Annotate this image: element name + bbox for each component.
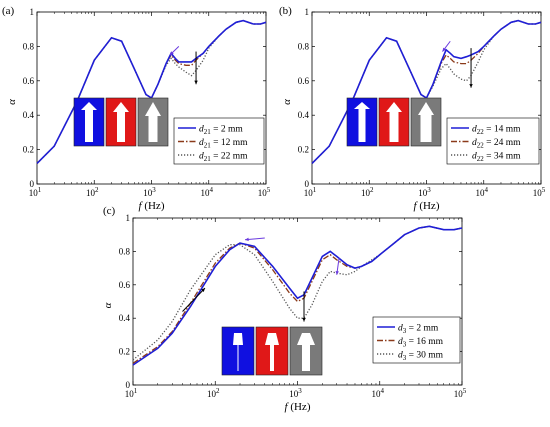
trend-arrow xyxy=(182,287,206,312)
structure-icon xyxy=(420,115,432,142)
x-axis-label: f (Hz) xyxy=(285,401,311,413)
legend-entry: d22 = 24 mm xyxy=(472,138,521,150)
structure-icon xyxy=(302,345,310,371)
chart-panel-b: 0 0.2 0.4 0.6 0.8 1 101 102 103 104 105 f (Hz) α (b) d… xyxy=(279,5,546,212)
y-tick-label: 1 xyxy=(305,7,310,17)
structure-icon xyxy=(117,112,125,142)
x-tick-label: 101 xyxy=(29,186,42,198)
x-tick-label: 105 xyxy=(454,387,467,399)
series-line xyxy=(36,19,267,164)
x-tick-label: 103 xyxy=(418,186,431,198)
legend-entry: d21 = 12 mm xyxy=(199,138,248,150)
y-tick-label: 0.6 xyxy=(298,76,310,86)
structure-icon xyxy=(358,109,366,142)
structure-icon xyxy=(265,333,279,345)
x-tick-label: 104 xyxy=(476,186,489,198)
x-tick-label: 101 xyxy=(304,186,317,198)
trend-arrow-head xyxy=(194,80,198,85)
x-tick-label: 103 xyxy=(289,387,302,399)
y-tick-label: 0.8 xyxy=(119,246,131,256)
structure-icon xyxy=(237,345,239,371)
x-tick-label: 105 xyxy=(533,186,546,198)
x-axis-label: f (Hz) xyxy=(414,200,440,212)
legend-entry: d3 = 16 mm xyxy=(398,337,444,349)
structure-icon xyxy=(81,102,97,110)
x-tick-label: 102 xyxy=(361,186,374,198)
x-tick-label: 103 xyxy=(143,186,156,198)
structure-icon xyxy=(148,116,158,142)
structure-icon xyxy=(386,102,402,112)
y-tick-label: 0.2 xyxy=(119,347,130,357)
trend-arrow-head xyxy=(245,237,249,242)
series-line xyxy=(36,19,267,164)
legend-entry: d22 = 14 mm xyxy=(472,125,521,137)
panel-label: (b) xyxy=(279,5,292,17)
legend-entry: d22 = 34 mm xyxy=(472,152,521,164)
legend-entry: d21 = 2 mm xyxy=(199,125,243,137)
structure-icon xyxy=(389,112,399,142)
structure-icon xyxy=(297,333,315,345)
structure-icon xyxy=(354,102,370,109)
series-line xyxy=(132,225,463,366)
y-axis-label: α xyxy=(102,302,114,308)
trend-arrow-head xyxy=(169,51,174,55)
x-tick-label: 104 xyxy=(372,387,385,399)
trend-arrow-head xyxy=(335,270,339,275)
structure-icon xyxy=(113,102,129,112)
legend-entry: d3 = 30 mm xyxy=(398,351,444,363)
y-tick-label: 1 xyxy=(126,213,131,223)
y-tick-label: 0.4 xyxy=(298,110,310,120)
y-tick-label: 0.8 xyxy=(298,41,310,51)
chart-panel-a: 0 0.2 0.4 0.6 0.8 1 101 102 103 104 105 f (Hz) α (a) d… xyxy=(2,5,271,212)
trend-arrow-head xyxy=(302,317,306,322)
legend xyxy=(446,117,540,165)
legend xyxy=(173,117,265,165)
y-tick-label: 0 xyxy=(30,179,35,189)
trend-arrow-head xyxy=(469,84,473,88)
trend-arrow-head xyxy=(201,288,205,292)
y-tick-label: 0.4 xyxy=(23,110,35,120)
y-tick-label: 0.6 xyxy=(119,280,131,290)
structure-icon xyxy=(145,102,161,116)
y-tick-label: 0.2 xyxy=(298,145,309,155)
y-axis-label: α xyxy=(6,99,18,105)
trend-arrow-head xyxy=(442,47,447,52)
structure-icon xyxy=(233,333,243,345)
y-axis-label: α xyxy=(281,99,293,105)
panel-label: (a) xyxy=(2,5,15,17)
x-tick-label: 102 xyxy=(86,186,99,198)
y-tick-label: 1 xyxy=(30,7,35,17)
x-tick-label: 102 xyxy=(207,387,220,399)
series-line xyxy=(311,19,542,164)
x-tick-label: 101 xyxy=(125,387,138,399)
x-tick-label: 104 xyxy=(201,186,214,198)
y-tick-label: 0.6 xyxy=(23,76,35,86)
series-line xyxy=(311,19,542,164)
y-tick-label: 0.8 xyxy=(23,41,35,51)
legend-entry: d21 = 22 mm xyxy=(199,152,248,164)
panel-label: (c) xyxy=(103,205,116,217)
y-tick-label: 0.4 xyxy=(119,313,131,323)
chart-panel-c: 0 0.2 0.4 0.6 0.8 1 101 102 103 104 105 f (Hz) α (c) d… xyxy=(102,205,467,413)
y-tick-label: 0 xyxy=(305,179,310,189)
y-tick-label: 0.2 xyxy=(23,145,34,155)
legend-entry: d3 = 2 mm xyxy=(398,324,439,336)
x-tick-label: 105 xyxy=(258,186,271,198)
structure-icon xyxy=(270,345,274,371)
legend xyxy=(372,316,461,364)
x-axis-label: f (Hz) xyxy=(139,200,165,212)
y-tick-label: 0 xyxy=(126,380,131,390)
structure-icon xyxy=(85,110,93,142)
structure-icon xyxy=(418,102,434,115)
